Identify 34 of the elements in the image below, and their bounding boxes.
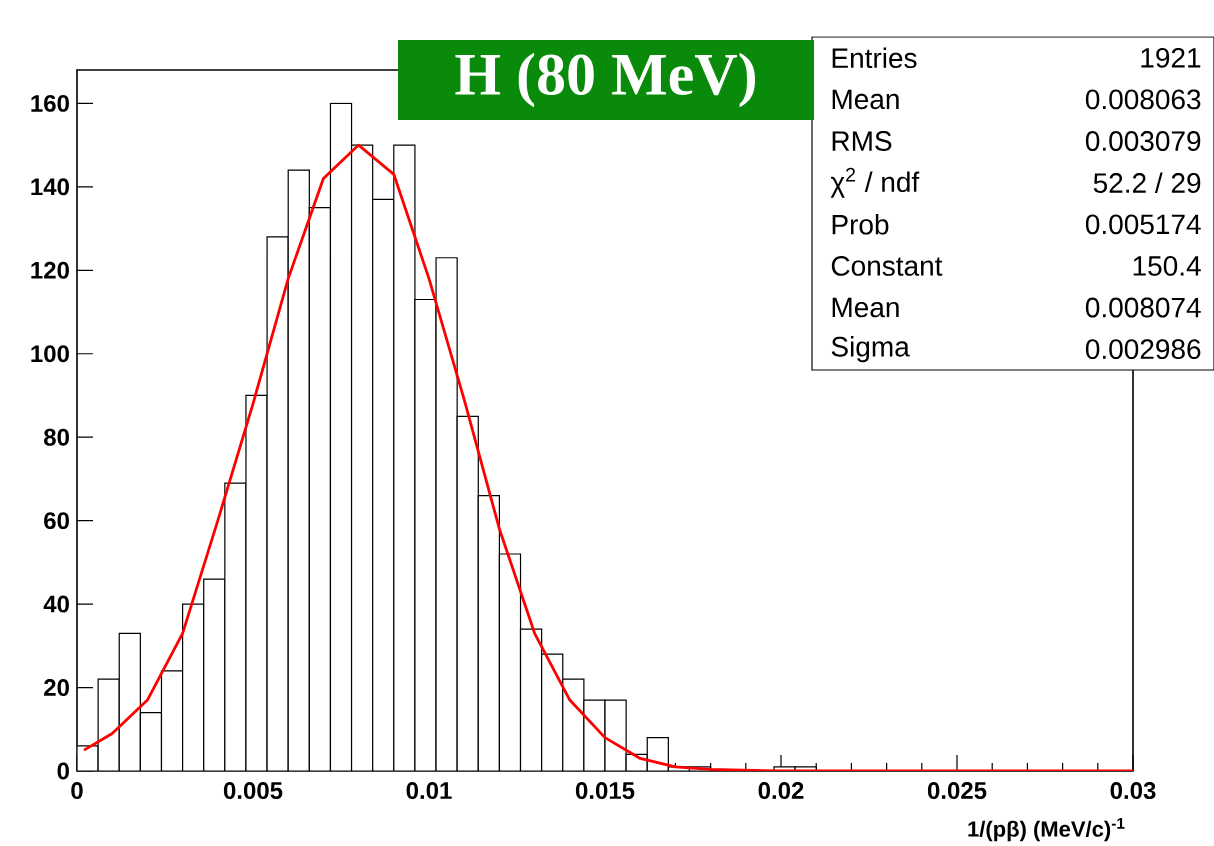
x-tick-label: 0.005 [223, 782, 283, 800]
y-tick-label: 160 [31, 94, 69, 112]
annotation: 0.005174 [1085, 214, 1201, 235]
annotation: Mean [832, 297, 899, 318]
y-tick-label: 140 [31, 178, 69, 196]
x-tick-label: 0 [71, 782, 83, 800]
annotation: 52.2 / 29 [1093, 172, 1201, 193]
y-tick-label: 60 [44, 512, 69, 530]
annotation: 0.002986 [1085, 339, 1201, 360]
x-axis-title: 1/(pβ) (MeV/c)$^{-1}$ [968, 818, 1125, 842]
annotation: Sigma [831, 336, 910, 363]
x-tick-label: 0.02 [758, 782, 804, 800]
annotation: Mean [832, 89, 899, 110]
annotation: Constant [831, 256, 943, 276]
annotation: RMS [832, 131, 892, 151]
y-tick-label: 0 [57, 762, 69, 780]
annotation: 0.008074 [1085, 297, 1201, 318]
x-tick-label: 0.015 [575, 782, 635, 800]
annotation: 0.003079 [1085, 131, 1201, 151]
text: Entries [832, 47, 917, 69]
y-tick-label: 80 [43, 428, 69, 446]
y-tick-label: 120 [31, 261, 69, 279]
annotation: 0.008063 [1085, 89, 1201, 110]
annotation: χ$^{2}$ / ndf [830, 167, 920, 198]
x-tick-label: 0.025 [927, 782, 987, 800]
x-tick-label: 0.01 [406, 782, 452, 800]
annotation: Prob [832, 214, 889, 235]
x-tick-label: 0.03 [1110, 782, 1156, 800]
y-tick-label: 20 [44, 679, 69, 697]
text: 1921 [1141, 47, 1201, 68]
y-tick-label: 100 [31, 345, 69, 363]
chart-title: H (80 MeV) [455, 52, 755, 108]
text: 150.4 [1133, 256, 1201, 276]
y-tick-label: 40 [43, 595, 69, 613]
